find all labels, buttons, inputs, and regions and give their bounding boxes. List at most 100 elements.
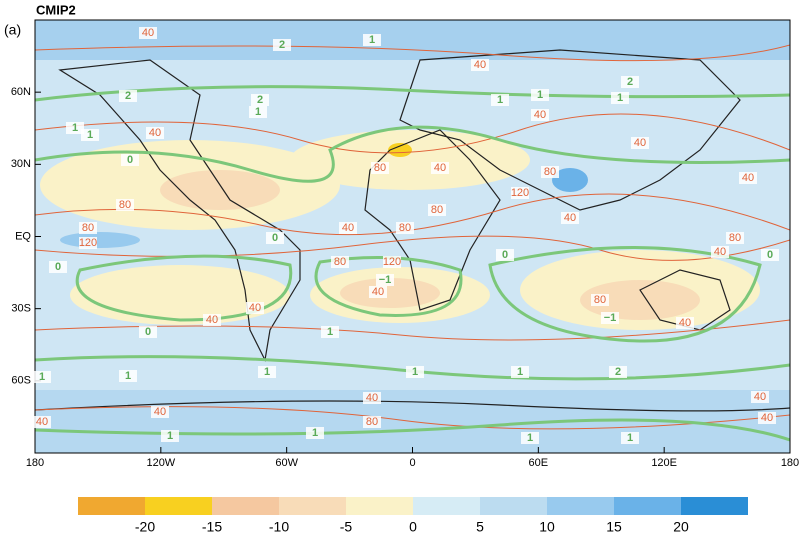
colorbar-tick-label: -20 [135,519,155,535]
contour-label: 1 [167,430,173,442]
contour-label-bg [306,427,324,439]
contour-label-bg [561,212,579,224]
contour-label-bg [711,246,729,258]
contour-label-bg [66,122,84,134]
contour-label-bg [121,154,139,166]
contour-label-bg [116,199,134,211]
contour-label-bg [203,314,221,326]
panel-label: (a) [4,22,21,38]
colorbar-tick-label: 15 [606,519,622,535]
colorbar-tick-label: -15 [202,519,222,535]
contour-label-bg [631,137,649,149]
contour-label: 120 [79,237,97,249]
contour-label: 40 [564,212,576,224]
contour-label-bg [363,392,381,404]
contour-label-bg [81,129,99,141]
contour-label-bg [139,326,157,338]
contour-label: 1 [369,34,375,46]
contour-label-bg [521,432,539,444]
contour-label-bg [739,172,757,184]
contour-label-bg [146,127,164,139]
contour-label: 40 [714,246,726,258]
contour-label-bg [79,222,97,234]
contour-label-bg [591,294,609,306]
contour-label-bg [611,92,629,104]
contour-label-bg [258,366,276,378]
contour-label-bg [251,94,269,106]
contour-label-bg [496,249,514,261]
contour-label: −1 [379,274,392,286]
contour-label-bg [751,391,769,403]
contour-label-bg [383,256,401,268]
colorbar-tick-label: -5 [340,519,353,535]
contour-label-bg [601,312,619,324]
y-tick-label: 60S [11,375,31,387]
contour-label-bg [119,90,137,102]
contour-label: 1 [39,371,45,383]
contour-label-bg [161,430,179,442]
contour-label: 1 [412,366,418,378]
contour-label: 1 [327,326,333,338]
contour-label-bg [621,432,639,444]
contour-label-bg [371,162,389,174]
contour-label-bg [676,317,694,329]
contour-label-bg [491,94,509,106]
contour-label: 80 [374,162,386,174]
contour-label-bg [363,34,381,46]
contour-label: 0 [502,249,508,261]
y-tick-label: 30N [11,158,31,170]
contour-label-bg [246,302,264,314]
contour-label: 1 [264,366,270,378]
contour-label-bg [249,106,267,118]
x-tick-label: 120W [146,457,175,469]
contour-label-bg [339,222,357,234]
contour-label: 40 [36,416,48,428]
x-tick-label: 60W [275,457,298,469]
colorbar-box [681,497,748,515]
contour-label: 2 [627,76,633,88]
contour-label-bg [369,286,387,298]
colorbar-tick-label: 5 [476,519,484,535]
contour-label: 2 [125,90,131,102]
contour-label: 40 [634,137,646,149]
contour-label-bg [406,366,424,378]
colorbar-box [279,497,346,515]
colorbar-tick-label: 20 [673,519,689,535]
contour-label: 40 [249,302,261,314]
contour-label-bg [428,204,446,216]
colorbar-box [145,497,212,515]
contour-label: 1 [87,129,93,141]
colorbar-box [78,497,145,515]
colorbar-tick-label: 10 [539,519,555,535]
colorbar-tick-label: 0 [409,519,417,535]
contour-label-bg [621,76,639,88]
contour-label: 40 [372,286,384,298]
contour-label: 80 [334,256,346,268]
contour-label: 40 [754,391,766,403]
contour-label: 120 [511,187,529,199]
contour-label: 40 [534,109,546,121]
contour-label: 80 [366,416,378,428]
contour-label: 80 [544,166,556,178]
contour-label-bg [139,27,157,39]
contour-label: −1 [604,312,617,324]
contour-label: 80 [431,204,443,216]
colorbar-box [346,497,413,515]
contour-label: 40 [366,392,378,404]
contour-label-bg [396,222,414,234]
contour-label: 40 [342,222,354,234]
contour-label: 2 [257,94,263,106]
contour-label-bg [726,232,744,244]
contour-label-bg [33,371,51,383]
contour-label: 0 [55,261,61,273]
contour-label-bg [321,326,339,338]
contour-label: 1 [255,106,261,118]
contour-label-bg [531,89,549,101]
contour-label-bg [511,187,529,199]
x-tick-label: 120E [651,457,677,469]
contour-label-bg [273,39,291,51]
contour-label-bg [49,261,67,273]
